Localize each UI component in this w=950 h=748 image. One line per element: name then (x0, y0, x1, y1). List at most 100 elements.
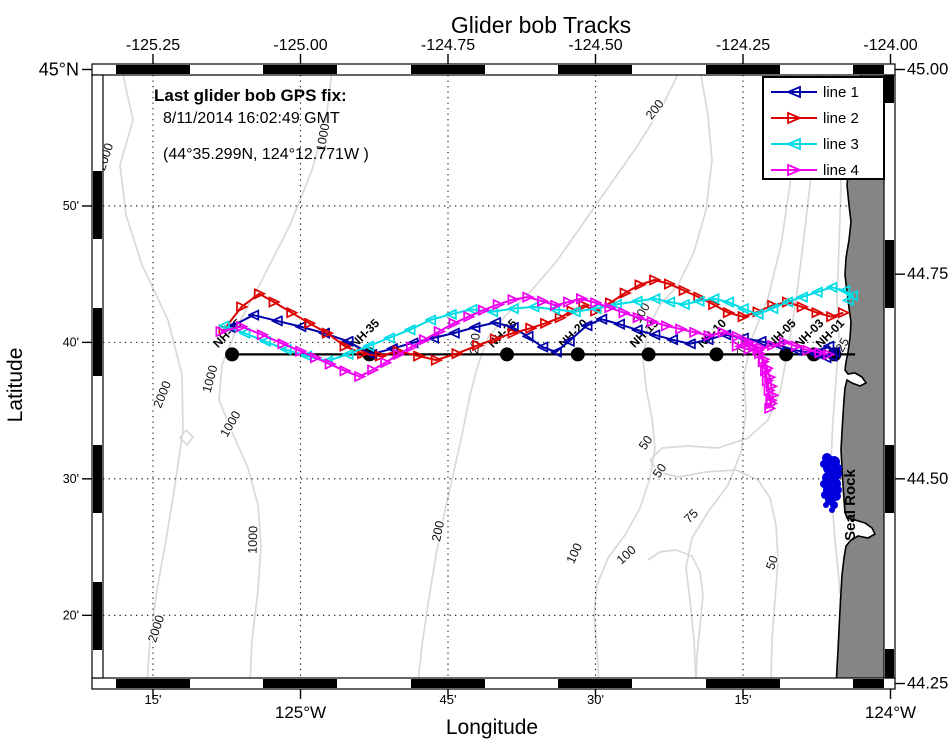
seal-rock-label: Seal Rock (842, 468, 859, 540)
map-frame (883, 74, 896, 679)
track-line-4 (221, 297, 829, 408)
frame-segment (558, 65, 632, 74)
contour-label: 200 (643, 97, 667, 122)
right-triangle-icon (787, 163, 803, 177)
contour-2000 (119, 70, 184, 678)
contour-label: 100 (614, 543, 639, 567)
station-dot-NH-25 (500, 347, 514, 362)
frame-segment (853, 679, 884, 688)
right-triangle-icon (787, 111, 803, 125)
legend-label: line 4 (823, 162, 859, 179)
frame-segment (706, 65, 780, 74)
land-coastline (835, 70, 884, 678)
frame-segment (116, 65, 190, 74)
gps-fix-datetime: 8/11/2014 16:02:49 GMT (163, 110, 340, 127)
station-dot-NH-20 (570, 347, 585, 362)
frame-segment (885, 649, 894, 678)
tick-label-top: -124.00 (863, 37, 917, 54)
tick-label-top: -124.50 (568, 37, 622, 54)
contour-label: 1000 (200, 364, 221, 395)
contour-label: 1000 (314, 122, 333, 152)
frame-segment (885, 75, 894, 103)
frame-segment (93, 171, 102, 239)
contour-75 (685, 70, 795, 678)
contour-100b (647, 549, 704, 678)
contour-label: 2000 (151, 379, 174, 410)
tick-label-bottom: 125°W (275, 703, 326, 722)
legend-item-1: line 1 (771, 84, 859, 101)
seal-rock-marker (820, 460, 828, 468)
frame-segment (93, 308, 102, 376)
frame-segment (93, 582, 102, 650)
x-axis-title: Longitude (446, 716, 538, 739)
left-triangle-icon (785, 85, 801, 99)
station-dot-NH-15 (641, 347, 656, 362)
seal-rock-marker (834, 464, 842, 472)
tick-label-top: -125.00 (273, 37, 327, 54)
tick-label-right: 44.25 (907, 675, 948, 693)
tick-label-top: -124.75 (421, 37, 475, 54)
contour-label: 50 (636, 433, 655, 452)
tick-label-right: 44.75 (907, 265, 948, 283)
tick-label-bottom: 124°W (865, 703, 916, 722)
y-axis-title: Latitude (4, 348, 27, 423)
tick-label-bottom: 15' (145, 692, 162, 707)
seal-rock-marker (820, 480, 828, 488)
seal-rock-marker (823, 502, 829, 508)
tick-label-top: -125.25 (126, 37, 180, 54)
frame-segment (558, 679, 632, 688)
tick-label-right: 44.50 (907, 470, 948, 488)
tick-label-left: 40' (63, 335, 79, 349)
contour-label: 200 (429, 519, 447, 542)
frame-segment (263, 679, 337, 688)
legend-label: line 1 (823, 84, 859, 101)
contour-loop (178, 429, 195, 447)
frame-segment (706, 679, 780, 688)
frame-segment (885, 445, 894, 513)
tick-label-bottom: 45' (440, 692, 457, 707)
frame-segment (853, 65, 884, 74)
tick-label-left: 30' (63, 472, 79, 486)
frame-segment (263, 65, 337, 74)
tick-label-right: 45.00 (907, 61, 948, 79)
legend: line 1 line 2 line 3 line 4 (762, 76, 885, 180)
legend-label: line 2 (823, 110, 859, 127)
plot-title: Glider bob Tracks (451, 12, 631, 38)
map-area: 2000200020001000100010001000200200200100… (39, 37, 949, 722)
legend-item-2: line 2 (771, 110, 859, 127)
tick-label-left: 50' (63, 199, 79, 213)
map-frame (91, 74, 104, 679)
tick-label-bottom: 15' (735, 692, 752, 707)
contour-label: 50 (763, 554, 781, 572)
contour-label: 2000 (145, 613, 167, 644)
contour-label: 1000 (246, 526, 261, 554)
legend-label: line 3 (823, 136, 859, 153)
contour-100 (593, 70, 713, 678)
seal-rock-marker (829, 507, 835, 513)
left-triangle-icon (785, 137, 801, 151)
tick-label-bottom: 30' (587, 692, 604, 707)
frame-segment (93, 445, 102, 513)
station-label: NH-20 (556, 316, 591, 351)
tick-label-left: 45°N (39, 60, 79, 80)
contour-200 (417, 70, 681, 678)
tick-label-left: 20' (63, 608, 79, 622)
gps-fix-coords: (44°35.299N, 124°12.771W ) (163, 146, 369, 163)
station-dot-NH-10 (709, 347, 724, 362)
tick-label-top: -124.25 (716, 37, 770, 54)
station-dot-NH-45 (225, 347, 240, 362)
gps-fix-header: Last glider bob GPS fix: (154, 86, 347, 105)
frame-segment (411, 65, 485, 74)
legend-item-4: line 4 (771, 162, 859, 179)
seal-rock-marker (834, 486, 842, 494)
contour-label: 75 (681, 506, 701, 526)
contour-label: 1000 (218, 408, 244, 439)
frame-segment (116, 679, 190, 688)
contour-label: 100 (564, 541, 586, 566)
frame-segment (885, 240, 894, 308)
frame-segment (411, 679, 485, 688)
seal-rock-marker (821, 491, 829, 499)
legend-item-3: line 3 (771, 136, 859, 153)
